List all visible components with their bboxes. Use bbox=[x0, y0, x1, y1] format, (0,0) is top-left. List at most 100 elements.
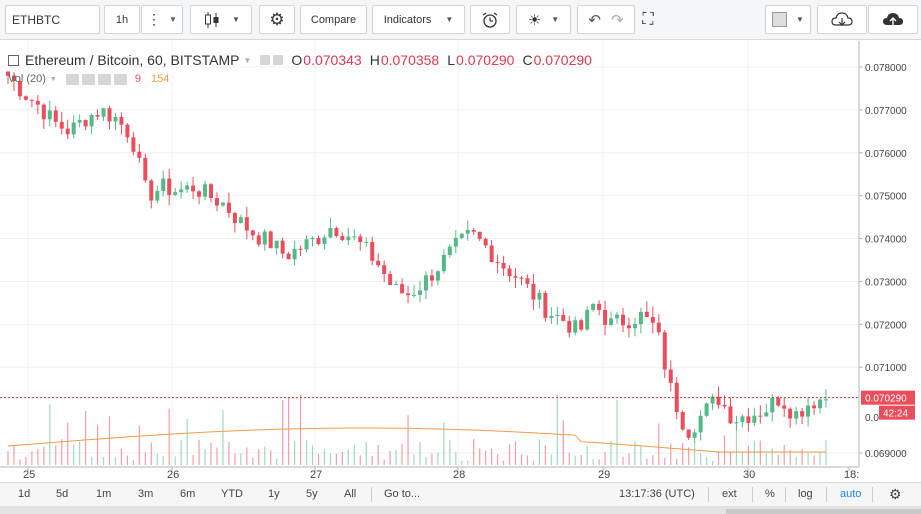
candle-body bbox=[334, 228, 339, 236]
candle-body bbox=[328, 228, 333, 238]
goto-button[interactable]: Go to... bbox=[384, 488, 421, 500]
auto-toggle[interactable]: auto bbox=[840, 488, 862, 500]
chart-grid bbox=[0, 41, 859, 467]
candle-body bbox=[352, 236, 357, 238]
add-icon[interactable] bbox=[97, 73, 111, 85]
candle-body bbox=[609, 318, 614, 325]
high-key: H bbox=[369, 52, 380, 68]
scrollbar-thumb[interactable] bbox=[726, 509, 921, 514]
settings-mini-icon[interactable] bbox=[273, 55, 284, 65]
close-icon[interactable] bbox=[113, 73, 127, 85]
chevron-down-icon: ▼ bbox=[445, 15, 454, 24]
hide-icon[interactable] bbox=[260, 55, 271, 65]
chevron-down-icon[interactable]: ▼ bbox=[49, 75, 57, 83]
idea-button[interactable]: ☀ ▼ bbox=[516, 5, 571, 34]
candle-body bbox=[29, 99, 34, 101]
horizontal-scrollbar[interactable] bbox=[0, 506, 921, 514]
candle-body bbox=[340, 235, 345, 241]
layout-button[interactable]: ▼ bbox=[765, 5, 811, 34]
redo-icon[interactable]: ↷ bbox=[611, 11, 624, 29]
candle-body bbox=[423, 275, 428, 291]
chart-pane[interactable]: 0.078000 0.077000 0.076000 0.075000 0.074000… bbox=[0, 41, 921, 482]
candle-body bbox=[638, 311, 643, 325]
range-3m[interactable]: 3m bbox=[138, 488, 154, 500]
range-6m[interactable]: 6m bbox=[180, 488, 196, 500]
candle-body bbox=[501, 262, 506, 269]
candles bbox=[6, 71, 828, 443]
volume-legend-label: Vol (20) bbox=[8, 73, 46, 85]
candle-body bbox=[573, 320, 578, 333]
alarm-clock-icon bbox=[482, 11, 498, 28]
percent-toggle[interactable]: % bbox=[765, 488, 775, 500]
load-chart-button[interactable] bbox=[817, 5, 867, 34]
candlestick-chart[interactable]: 0.078000 0.077000 0.076000 0.075000 0.074000… bbox=[0, 41, 921, 482]
candle-body bbox=[17, 81, 22, 97]
alert-button[interactable] bbox=[470, 5, 510, 34]
candle-body bbox=[615, 314, 620, 319]
volume-ma-line bbox=[7, 427, 826, 453]
candle-body bbox=[764, 412, 769, 417]
candle-body bbox=[716, 396, 721, 405]
hide-icon[interactable] bbox=[65, 73, 79, 85]
bottom-toolbar: 1d 5d 1m 3m 6m YTD 1y 5y All Go to... 13… bbox=[0, 482, 921, 506]
interval-button[interactable]: 1h bbox=[104, 5, 140, 34]
indicators-label: Indicators bbox=[383, 13, 432, 26]
more-vertical-icon: ⋮ bbox=[147, 11, 162, 27]
chevron-down-icon: ▼ bbox=[232, 15, 240, 24]
range-1y[interactable]: 1y bbox=[268, 488, 280, 500]
divider bbox=[708, 487, 709, 502]
candle-body bbox=[782, 405, 787, 409]
divider bbox=[826, 487, 827, 502]
price-tick-label: 0.0 bbox=[865, 413, 879, 424]
log-toggle[interactable]: log bbox=[798, 488, 813, 500]
candle-body bbox=[692, 432, 697, 438]
candle-body bbox=[549, 315, 554, 318]
candle-body bbox=[471, 230, 476, 232]
collapse-icon[interactable] bbox=[8, 54, 19, 66]
candle-body bbox=[95, 114, 100, 117]
chevron-down-icon[interactable]: ▼ bbox=[243, 55, 252, 65]
save-chart-button[interactable] bbox=[868, 5, 918, 34]
indicators-button[interactable]: Indicators ▼ bbox=[372, 5, 465, 34]
interval-menu-button[interactable]: ⋮ ▼ bbox=[141, 5, 183, 34]
candle-body bbox=[597, 303, 602, 310]
candle-body bbox=[770, 397, 775, 413]
candle-body bbox=[746, 416, 751, 423]
range-ytd[interactable]: YTD bbox=[221, 488, 243, 500]
chart-type-button[interactable]: ▼ bbox=[190, 5, 252, 34]
volume-value: 9 bbox=[134, 73, 141, 85]
time-tick-label: 28 bbox=[453, 469, 465, 481]
range-1d[interactable]: 1d bbox=[18, 488, 31, 500]
candle-body bbox=[316, 237, 321, 245]
candle-body bbox=[89, 114, 94, 127]
candle-body bbox=[173, 192, 178, 195]
settings-mini-icon[interactable] bbox=[81, 73, 95, 85]
candle-body bbox=[71, 122, 76, 135]
candle-body bbox=[812, 405, 817, 409]
price-tick-label: 0.073000 bbox=[865, 277, 907, 288]
candle-body bbox=[519, 277, 524, 279]
price-tick-label: 0.075000 bbox=[865, 192, 907, 203]
compare-button[interactable]: Compare bbox=[300, 5, 367, 34]
undo-icon[interactable]: ↶ bbox=[588, 11, 601, 29]
settings-button[interactable]: ⚙ bbox=[259, 5, 295, 34]
clock-time[interactable]: 13:17:36 (UTC) bbox=[619, 488, 695, 500]
candle-body bbox=[197, 191, 202, 197]
last-price-value: 0.070290 bbox=[865, 394, 907, 405]
candle-body bbox=[203, 184, 208, 197]
candle-body bbox=[483, 238, 488, 246]
candle-body bbox=[107, 108, 112, 122]
candle-body bbox=[465, 230, 470, 234]
fullscreen-button[interactable]: ⛶ bbox=[632, 5, 664, 34]
range-5d[interactable]: 5d bbox=[56, 488, 69, 500]
symbol-search-input[interactable]: ETHBTC bbox=[5, 5, 100, 34]
candle-body bbox=[734, 422, 739, 424]
gear-icon[interactable]: ⚙ bbox=[889, 486, 902, 502]
range-1m[interactable]: 1m bbox=[96, 488, 112, 500]
range-all[interactable]: All bbox=[344, 488, 357, 500]
ext-toggle[interactable]: ext bbox=[722, 488, 737, 500]
volume-bars bbox=[7, 395, 827, 465]
candle-body bbox=[543, 292, 548, 318]
range-5y[interactable]: 5y bbox=[306, 488, 318, 500]
candle-body bbox=[101, 108, 106, 117]
